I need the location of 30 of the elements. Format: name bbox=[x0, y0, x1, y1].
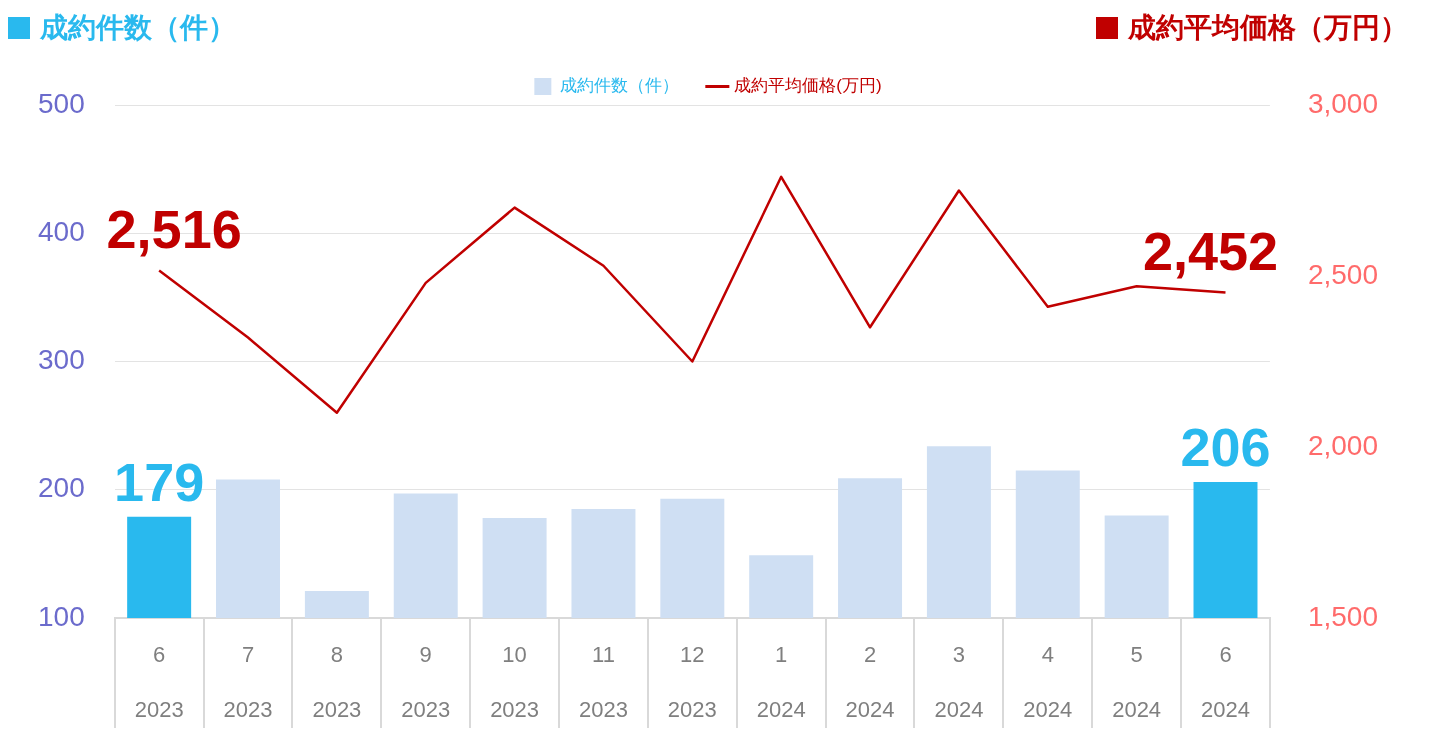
data-label: 2,516 bbox=[106, 199, 242, 260]
category-label: 6 2023 bbox=[134, 642, 184, 723]
category-label: 2 2024 bbox=[845, 642, 895, 723]
category-label: 7 2023 bbox=[223, 642, 273, 723]
y-tick-label: 100 bbox=[38, 600, 85, 632]
data-label: 2,452 bbox=[1142, 221, 1279, 282]
data-label: 179 bbox=[114, 451, 205, 512]
y-tick-label: 200 bbox=[38, 472, 85, 504]
category-label: 4 2024 bbox=[1023, 642, 1073, 723]
data-label: 206 bbox=[1180, 416, 1271, 477]
category-label: 6 2024 bbox=[1201, 642, 1250, 723]
category-label: 9 2023 bbox=[401, 642, 451, 723]
y2-tick-label: 2,500 bbox=[1307, 258, 1379, 290]
category-label: 11 2023 bbox=[578, 642, 628, 723]
category-label: 12 2023 bbox=[667, 642, 717, 723]
legend-label: 成約平均価格(万円) bbox=[734, 76, 882, 96]
category-label: 10 2023 bbox=[490, 642, 540, 723]
category-label: 1 2024 bbox=[756, 642, 806, 723]
category-label: 8 2023 bbox=[312, 642, 362, 723]
y-tick-label: 400 bbox=[38, 215, 85, 247]
y-tick-label: 300 bbox=[38, 344, 85, 376]
category-label: 5 2024 bbox=[1112, 642, 1162, 723]
y2-tick-label: 2,000 bbox=[1307, 429, 1379, 461]
y2-axis-title: 成約平均価格（万円） bbox=[1128, 11, 1408, 45]
y-tick-label: 500 bbox=[38, 87, 85, 119]
legend-label: 成約件数（件） bbox=[559, 76, 679, 96]
y2-tick-label: 1,500 bbox=[1307, 600, 1379, 632]
y-axis-title: 成約件数（件） bbox=[40, 11, 236, 45]
y2-tick-label: 3,000 bbox=[1307, 87, 1379, 119]
category-label: 3 2024 bbox=[934, 642, 984, 723]
